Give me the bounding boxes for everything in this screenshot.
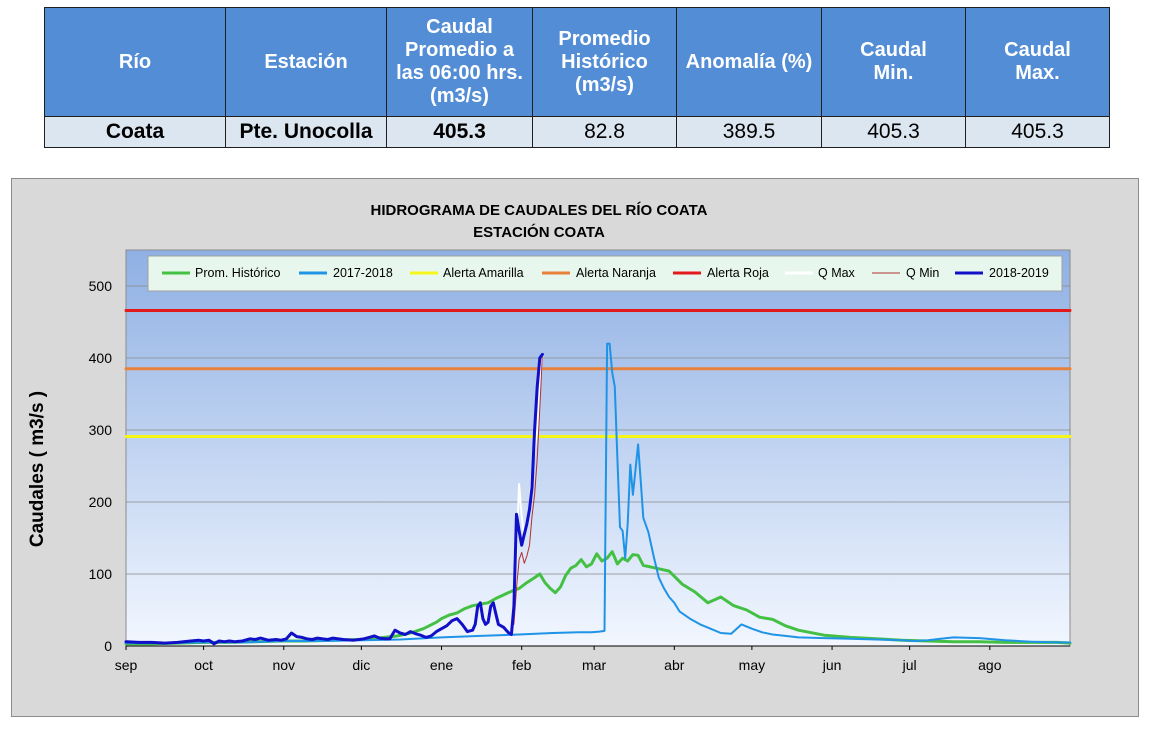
legend-label-qmin: Q Min xyxy=(906,266,939,280)
x-tick-label: abr xyxy=(664,657,685,673)
x-tick-label: feb xyxy=(512,657,532,673)
cell-anomalia: 389.5 xyxy=(676,116,822,148)
series-line-y2018 xyxy=(124,352,544,646)
header-cell-promedio-historico: Promedio Histórico (m3/s) xyxy=(532,7,677,117)
y-axis-label: Caudales ( m3/s ) xyxy=(27,391,48,547)
x-tick-label: nov xyxy=(272,657,295,673)
legend-label-amarilla: Alerta Amarilla xyxy=(443,266,524,280)
series-line-y2017 xyxy=(125,342,1071,645)
legend-label-qmax: Q Max xyxy=(818,266,856,280)
x-tick-label: sep xyxy=(115,657,138,673)
x-tick-label: mar xyxy=(582,657,606,673)
plot-area: 0 100 200 300 400 500 sep oct nov dic ene feb mar abr… xyxy=(89,249,1072,673)
table-row: Coata Pte. Unocolla 405.3 82.8 389.5 405… xyxy=(44,116,1110,148)
cell-caudal-max: 405.3 xyxy=(965,116,1110,148)
summary-table: Río Estación Caudal Promedio a las 06:00… xyxy=(44,7,1110,148)
x-tick-label: may xyxy=(739,657,765,673)
cell-estacion: Pte. Unocolla xyxy=(225,116,387,148)
x-tick-label: ene xyxy=(430,657,454,673)
y-tick-label: 0 xyxy=(104,638,112,654)
header-cell-caudal-min: Caudal Min. xyxy=(821,7,966,117)
header-cell-rio: Río xyxy=(44,7,226,117)
plot-background xyxy=(125,249,1071,647)
header-cell-caudal-promedio: Caudal Promedio a las 06:00 hrs. (m3/s) xyxy=(386,7,533,117)
hydrograph-chart: HIDROGRAMA DE CAUDALES DEL RÍO COATA EST… xyxy=(27,202,1072,673)
cell-rio: Coata xyxy=(44,116,226,148)
series-line-qmin xyxy=(513,353,543,625)
cell-promedio-historico: 82.8 xyxy=(532,116,677,148)
table-header-row: Río Estación Caudal Promedio a las 06:00… xyxy=(44,7,1110,117)
header-cell-caudal-max: Caudal Max. xyxy=(965,7,1110,117)
header-cell-anomalia: Anomalía (%) xyxy=(676,7,822,117)
legend-label-y2018: 2018-2019 xyxy=(989,266,1049,280)
cell-caudal-min: 405.3 xyxy=(821,116,966,148)
x-tick-label: ago xyxy=(978,657,1002,673)
legend-label-naranja: Alerta Naranja xyxy=(576,266,656,280)
legend-label-hist: Prom. Histórico xyxy=(195,266,280,280)
x-tick-label: jul xyxy=(902,657,917,673)
y-tick-label: 400 xyxy=(89,350,113,366)
x-tick-label: jun xyxy=(822,657,842,673)
legend-label-roja: Alerta Roja xyxy=(707,266,769,280)
chart-title: HIDROGRAMA DE CAUDALES DEL RÍO COATA xyxy=(371,202,708,219)
y-tick-label: 200 xyxy=(89,494,113,510)
legend: Prom. Histórico 2017-2018 Alerta Amarilla A… xyxy=(147,255,1063,292)
legend-label-y2017: 2017-2018 xyxy=(333,266,393,280)
y-tick-label: 100 xyxy=(89,566,113,582)
y-tick-label: 300 xyxy=(89,422,113,438)
chart-panel: HIDROGRAMA DE CAUDALES DEL RÍO COATA EST… xyxy=(11,178,1139,717)
chart-subtitle: ESTACIÓN COATA xyxy=(473,223,605,241)
series-line-hist xyxy=(124,550,1072,646)
y-tick-label: 500 xyxy=(89,278,113,294)
x-tick-label: dic xyxy=(352,657,370,673)
x-tick-label: oct xyxy=(194,657,213,673)
header-cell-estacion: Estación xyxy=(225,7,387,117)
cell-caudal-promedio: 405.3 xyxy=(386,116,533,148)
